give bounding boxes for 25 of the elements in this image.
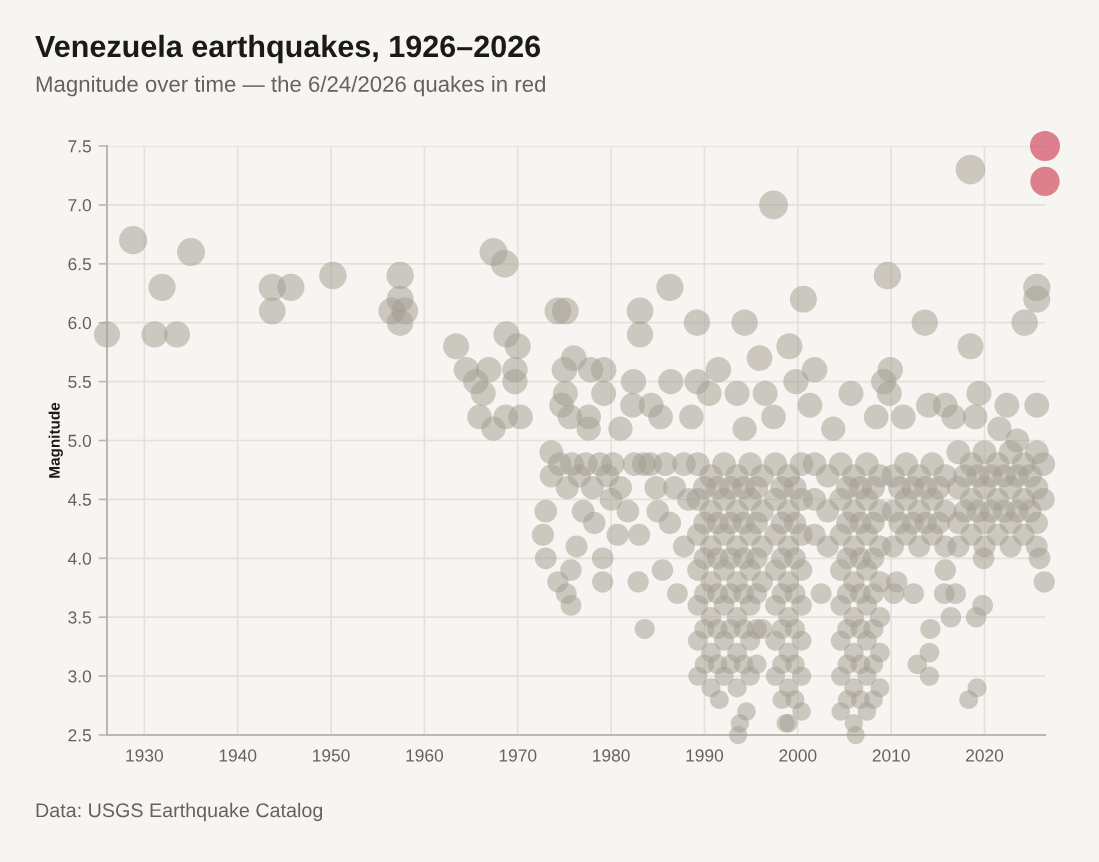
x-tick-label: 2010 xyxy=(872,749,910,762)
x-tick-label: 1930 xyxy=(126,749,163,762)
x-tick-label: 2000 xyxy=(779,749,817,762)
chart-subtitle: Magnitude over time — the 6/24/2026 quakes in red xyxy=(36,75,545,97)
y-tick-label: 7.5 xyxy=(68,140,91,153)
text: Data: USGS Earthquake Catalog xyxy=(36,802,323,822)
y-axis-title: Magnitude xyxy=(48,402,63,478)
x-tick-label: 1950 xyxy=(313,749,350,762)
x-tick-label: 1960 xyxy=(406,749,444,762)
y-tick-label: 6.5 xyxy=(68,257,91,271)
y-tick-label: 3.0 xyxy=(68,670,92,683)
x-tick-label: 1990 xyxy=(686,749,724,762)
y-tick-label: 3.5 xyxy=(68,611,91,624)
y-tick-label: 5.0 xyxy=(68,434,92,447)
x-tick-label: 1940 xyxy=(219,749,257,762)
chart-title: Venezuela earthquakes, 1926–2026 xyxy=(35,34,541,64)
y-tick-label: 2.5 xyxy=(68,729,91,742)
x-tick-label: 1980 xyxy=(593,749,630,762)
y-tick-label: 4.5 xyxy=(67,493,91,506)
y-tick-label: 7.0 xyxy=(68,199,92,212)
x-tick-label: 1970 xyxy=(499,749,537,762)
y-tick-label: 5.5 xyxy=(68,375,91,389)
y-tick-label: 4.0 xyxy=(67,552,92,565)
x-tick-label: 2020 xyxy=(966,749,1004,762)
y-tick-label: 6.0 xyxy=(68,316,92,330)
